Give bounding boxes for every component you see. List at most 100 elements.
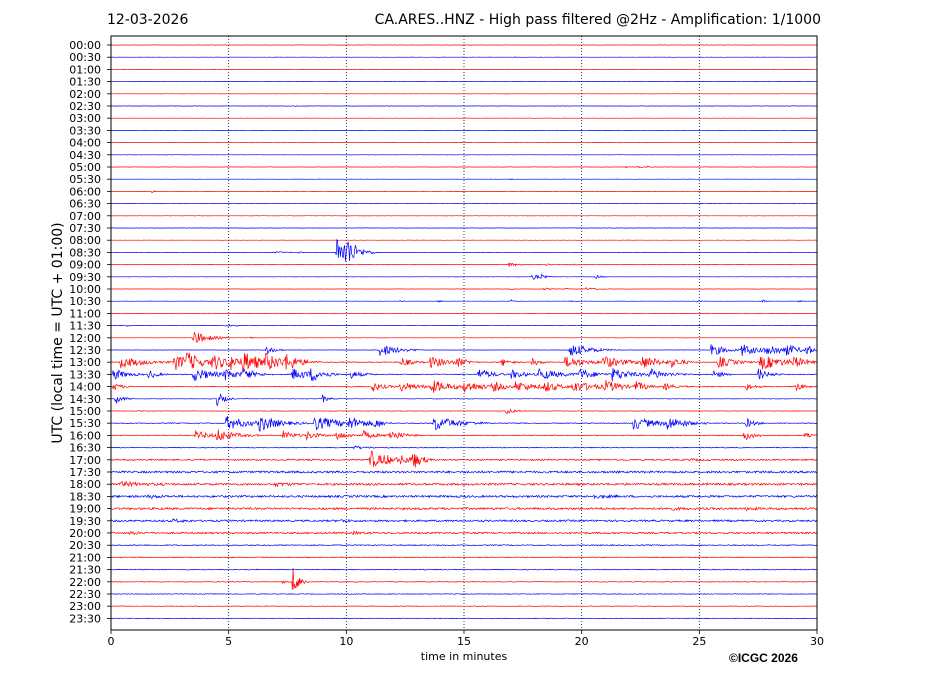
chart-title: CA.ARES..HNZ - High pass filtered @2Hz -… bbox=[374, 12, 821, 28]
y-tick-label: 09:00 bbox=[69, 259, 101, 272]
y-tick-label: 20:30 bbox=[69, 539, 101, 552]
y-tick-label: 11:30 bbox=[69, 320, 101, 333]
x-tick-label: 15 bbox=[457, 635, 471, 648]
y-axis-label: UTC (local time = UTC + 01:00) bbox=[50, 222, 66, 443]
y-tick-label: 19:30 bbox=[69, 515, 101, 528]
y-tick-label: 06:00 bbox=[69, 185, 101, 198]
y-tick-label: 23:00 bbox=[69, 600, 101, 613]
trace-1530 bbox=[110, 416, 818, 432]
y-tick-label: 10:30 bbox=[69, 295, 101, 308]
y-tick-label: 02:30 bbox=[69, 100, 101, 113]
y-tick-label: 00:00 bbox=[69, 39, 101, 52]
y-tick-label: 07:30 bbox=[69, 222, 101, 235]
trace-1300 bbox=[110, 352, 818, 373]
trace-0230 bbox=[110, 105, 817, 107]
trace-2200 bbox=[110, 567, 818, 590]
chart-date: 12-03-2026 bbox=[107, 12, 189, 28]
copyright-notice: ©ICGC 2026 bbox=[729, 651, 798, 665]
trace-1200 bbox=[110, 331, 817, 343]
y-tick-label: 16:00 bbox=[69, 429, 101, 442]
y-tick-label: 20:00 bbox=[69, 527, 101, 540]
x-tick-label: 20 bbox=[575, 635, 589, 648]
y-tick-label: 16:30 bbox=[69, 442, 101, 455]
vertical-grid bbox=[228, 36, 700, 630]
seismic-traces bbox=[110, 44, 818, 620]
trace-1900 bbox=[110, 506, 818, 512]
x-axis: 0 5 10 15 20 25 30 bbox=[108, 630, 824, 648]
plot-frame bbox=[110, 35, 818, 631]
trace-1230 bbox=[110, 344, 818, 357]
trace-1600 bbox=[110, 429, 818, 441]
trace-1000 bbox=[111, 287, 817, 291]
y-tick-label: 23:30 bbox=[69, 612, 101, 625]
x-tick-label: 30 bbox=[810, 635, 824, 648]
trace-0500 bbox=[111, 165, 818, 169]
y-tick-label: 11:00 bbox=[69, 307, 101, 320]
y-tick-label: 22:30 bbox=[69, 588, 101, 601]
y-tick-label: 22:00 bbox=[69, 576, 101, 589]
y-tick-label: 13:30 bbox=[69, 368, 101, 381]
trace-0530 bbox=[110, 178, 818, 181]
trace-2100 bbox=[110, 556, 818, 559]
y-tick-label: 10:00 bbox=[69, 283, 101, 296]
x-tick-label: 25 bbox=[692, 635, 706, 648]
x-axis-label: time in minutes bbox=[421, 650, 508, 663]
y-tick-label: 02:00 bbox=[69, 88, 101, 101]
y-tick-label: 15:30 bbox=[69, 417, 101, 430]
trace-1700 bbox=[110, 450, 818, 468]
trace-1800 bbox=[110, 481, 818, 488]
y-tick-label: 12:30 bbox=[69, 344, 101, 357]
trace-1130 bbox=[110, 323, 818, 327]
x-tick-label: 5 bbox=[225, 635, 232, 648]
trace-0900 bbox=[110, 262, 818, 267]
x-tick-label: 0 bbox=[108, 635, 115, 648]
trace-1630 bbox=[110, 445, 817, 450]
y-tick-label: 09:30 bbox=[69, 271, 101, 284]
y-tick-label: 08:30 bbox=[69, 246, 101, 259]
y-tick-label: 05:30 bbox=[69, 173, 101, 186]
y-tick-label: 21:00 bbox=[69, 551, 101, 564]
y-tick-label: 21:30 bbox=[69, 564, 101, 577]
trace-0830 bbox=[110, 238, 818, 262]
y-tick-label: 06:30 bbox=[69, 198, 101, 211]
y-tick-label: 03:00 bbox=[69, 112, 101, 125]
y-tick-label: 07:00 bbox=[69, 210, 101, 223]
trace-2300 bbox=[111, 605, 818, 607]
y-tick-label: 19:00 bbox=[69, 503, 101, 516]
trace-2330 bbox=[110, 617, 818, 620]
trace-2030 bbox=[110, 544, 818, 547]
y-tick-labels: 00:0000:3001:0001:3002:0002:3003:0003:30… bbox=[69, 39, 111, 625]
trace-1930 bbox=[110, 518, 818, 523]
y-tick-label: 18:00 bbox=[69, 478, 101, 491]
y-tick-label: 05:00 bbox=[69, 161, 101, 174]
x-tick-label: 10 bbox=[339, 635, 353, 648]
trace-1330 bbox=[110, 368, 818, 382]
y-tick-label: 17:00 bbox=[69, 454, 101, 467]
y-tick-label: 14:00 bbox=[69, 381, 101, 394]
trace-2000 bbox=[110, 530, 818, 536]
y-tick-label: 04:00 bbox=[69, 137, 101, 150]
trace-0600 bbox=[110, 190, 818, 193]
y-tick-label: 01:00 bbox=[69, 63, 101, 76]
trace-1430 bbox=[110, 393, 818, 406]
trace-1400 bbox=[110, 380, 817, 393]
trace-2230 bbox=[110, 593, 818, 595]
y-tick-label: 08:00 bbox=[69, 234, 101, 247]
y-tick-label: 12:00 bbox=[69, 332, 101, 345]
trace-1030 bbox=[110, 298, 818, 303]
y-tick-label: 14:30 bbox=[69, 393, 101, 406]
y-tick-label: 13:00 bbox=[69, 356, 101, 369]
y-tick-label: 03:30 bbox=[69, 124, 101, 137]
trace-2130 bbox=[110, 568, 818, 571]
y-tick-label: 01:30 bbox=[69, 76, 101, 89]
y-tick-label: 00:30 bbox=[69, 51, 101, 64]
trace-1730 bbox=[110, 470, 818, 474]
y-tick-label: 18:30 bbox=[69, 490, 101, 503]
trace-0930 bbox=[110, 273, 818, 280]
trace-1500 bbox=[111, 408, 817, 415]
trace-1830 bbox=[110, 493, 818, 500]
y-tick-label: 04:30 bbox=[69, 149, 101, 162]
y-tick-label: 17:30 bbox=[69, 466, 101, 479]
y-tick-label: 15:00 bbox=[69, 405, 101, 418]
